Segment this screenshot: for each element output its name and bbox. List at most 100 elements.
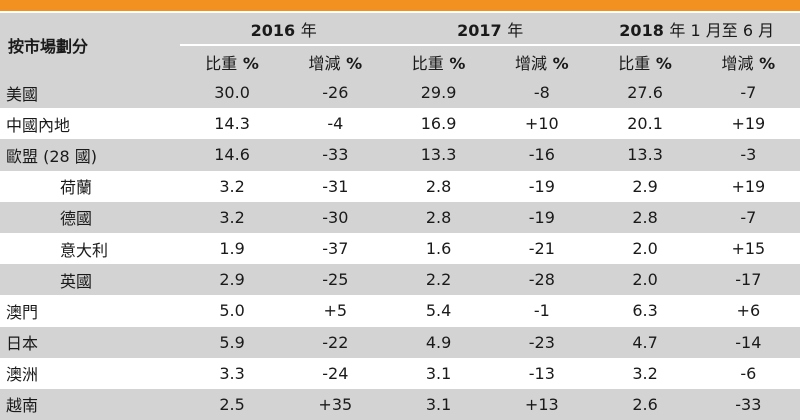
cell-value: 14.3 [180, 108, 284, 140]
cell-value: +6 [696, 295, 800, 327]
market-name: 澳洲 [0, 357, 181, 389]
table-row: 澳門 5.0 +5 5.4 -1 6.3 +6 [0, 295, 800, 327]
table-row: 美國 30.0 -26 29.9 -8 27.6 -7 [0, 77, 800, 109]
cell-value: 2.6 [593, 388, 697, 420]
cell-value: -23 [490, 326, 594, 358]
cell-value: -1 [490, 295, 594, 327]
market-share-table: 按市場劃分 2016 年 2017 年 2018 年 1 月至 6 月 比重 %… [0, 13, 800, 420]
cell-value: 1.9 [180, 232, 284, 265]
cell-value: 4.7 [593, 326, 697, 358]
market-name: 德國 [0, 201, 181, 233]
table-row: 中國內地 14.3 -4 16.9 +10 20.1 +19 [0, 108, 800, 140]
market-name: 日本 [0, 326, 181, 358]
table-row: 越南 2.5 +35 3.1 +13 2.6 -33 [0, 388, 800, 420]
cell-value: 4.9 [386, 326, 491, 358]
cell-value: 27.6 [593, 77, 697, 109]
cell-value: 14.6 [180, 139, 284, 171]
change-header: 增減 % [283, 45, 387, 77]
cell-value: -21 [490, 232, 594, 265]
cell-value: 13.3 [386, 139, 491, 171]
cell-value: +13 [490, 388, 594, 420]
cell-value: -3 [696, 139, 800, 171]
market-name: 澳門 [0, 295, 181, 327]
market-name: 意大利 [0, 232, 181, 265]
table-row: 意大利 1.9 -37 1.6 -21 2.0 +15 [0, 232, 800, 265]
cell-value: +10 [490, 108, 594, 140]
period-header-2018-h1: 2018 年 1 月至 6 月 [593, 13, 800, 46]
market-name: 中國內地 [0, 108, 181, 140]
period-header-2017: 2017 年 [386, 13, 594, 46]
cell-value: 2.9 [593, 170, 697, 202]
cell-value: -37 [283, 232, 387, 265]
cell-value: 5.9 [180, 326, 284, 358]
cell-value: -6 [696, 357, 800, 389]
cell-value: 2.8 [593, 201, 697, 233]
table-row: 澳洲 3.3 -24 3.1 -13 3.2 -6 [0, 357, 800, 389]
market-name: 荷蘭 [0, 170, 181, 202]
cell-value: -19 [490, 201, 594, 233]
share-header: 比重 % [386, 45, 491, 77]
cell-value: -16 [490, 139, 594, 171]
share-header: 比重 % [180, 45, 284, 77]
cell-value: -13 [490, 357, 594, 389]
cell-value: 2.2 [386, 264, 491, 296]
cell-value: 5.4 [386, 295, 491, 327]
cell-value: 3.1 [386, 357, 491, 389]
cell-value: -7 [696, 201, 800, 233]
cell-value: -28 [490, 264, 594, 296]
cell-value: +5 [283, 295, 387, 327]
cell-value: -14 [696, 326, 800, 358]
cell-value: 30.0 [180, 77, 284, 109]
accent-bar [0, 0, 800, 11]
cell-value: +35 [283, 388, 387, 420]
cell-value: -22 [283, 326, 387, 358]
table-row: 英國 2.9 -25 2.2 -28 2.0 -17 [0, 264, 800, 296]
cell-value: 3.2 [593, 357, 697, 389]
cell-value: 2.8 [386, 201, 491, 233]
market-name: 越南 [0, 388, 181, 420]
market-name: 歐盟 (28 國) [0, 139, 181, 171]
cell-value: -31 [283, 170, 387, 202]
cell-value: 29.9 [386, 77, 491, 109]
cell-value: +19 [696, 170, 800, 202]
cell-value: 2.0 [593, 232, 697, 265]
cell-value: -4 [283, 108, 387, 140]
table-row: 德國 3.2 -30 2.8 -19 2.8 -7 [0, 201, 800, 233]
cell-value: 3.1 [386, 388, 491, 420]
cell-value: 3.2 [180, 170, 284, 202]
share-header: 比重 % [593, 45, 697, 77]
cell-value: -19 [490, 170, 594, 202]
cell-value: -17 [696, 264, 800, 296]
cell-value: 13.3 [593, 139, 697, 171]
cell-value: 20.1 [593, 108, 697, 140]
cell-value: -33 [283, 139, 387, 171]
change-header: 增減 % [490, 45, 594, 77]
cell-value: 2.9 [180, 264, 284, 296]
cell-value: 16.9 [386, 108, 491, 140]
cell-value: -26 [283, 77, 387, 109]
cell-value: 2.8 [386, 170, 491, 202]
cell-value: 5.0 [180, 295, 284, 327]
cell-value: 3.2 [180, 201, 284, 233]
table-row: 歐盟 (28 國) 14.6 -33 13.3 -16 13.3 -3 [0, 139, 800, 171]
period-header-2016: 2016 年 [180, 13, 387, 46]
cell-value: -30 [283, 201, 387, 233]
cell-value: 6.3 [593, 295, 697, 327]
cell-value: -7 [696, 77, 800, 109]
change-header: 增減 % [696, 45, 800, 77]
cell-value: 3.3 [180, 357, 284, 389]
market-name: 英國 [0, 264, 181, 296]
table-row: 荷蘭 3.2 -31 2.8 -19 2.9 +19 [0, 170, 800, 202]
cell-value: -24 [283, 357, 387, 389]
cell-value: 2.5 [180, 388, 284, 420]
cell-value: -8 [490, 77, 594, 109]
cell-value: 1.6 [386, 232, 491, 265]
cell-value: -33 [696, 388, 800, 420]
market-name: 美國 [0, 77, 181, 109]
cell-value: +15 [696, 232, 800, 265]
table-row: 日本 5.9 -22 4.9 -23 4.7 -14 [0, 326, 800, 358]
cell-value: 2.0 [593, 264, 697, 296]
market-column-header: 按市場劃分 [0, 13, 181, 77]
cell-value: +19 [696, 108, 800, 140]
cell-value: -25 [283, 264, 387, 296]
